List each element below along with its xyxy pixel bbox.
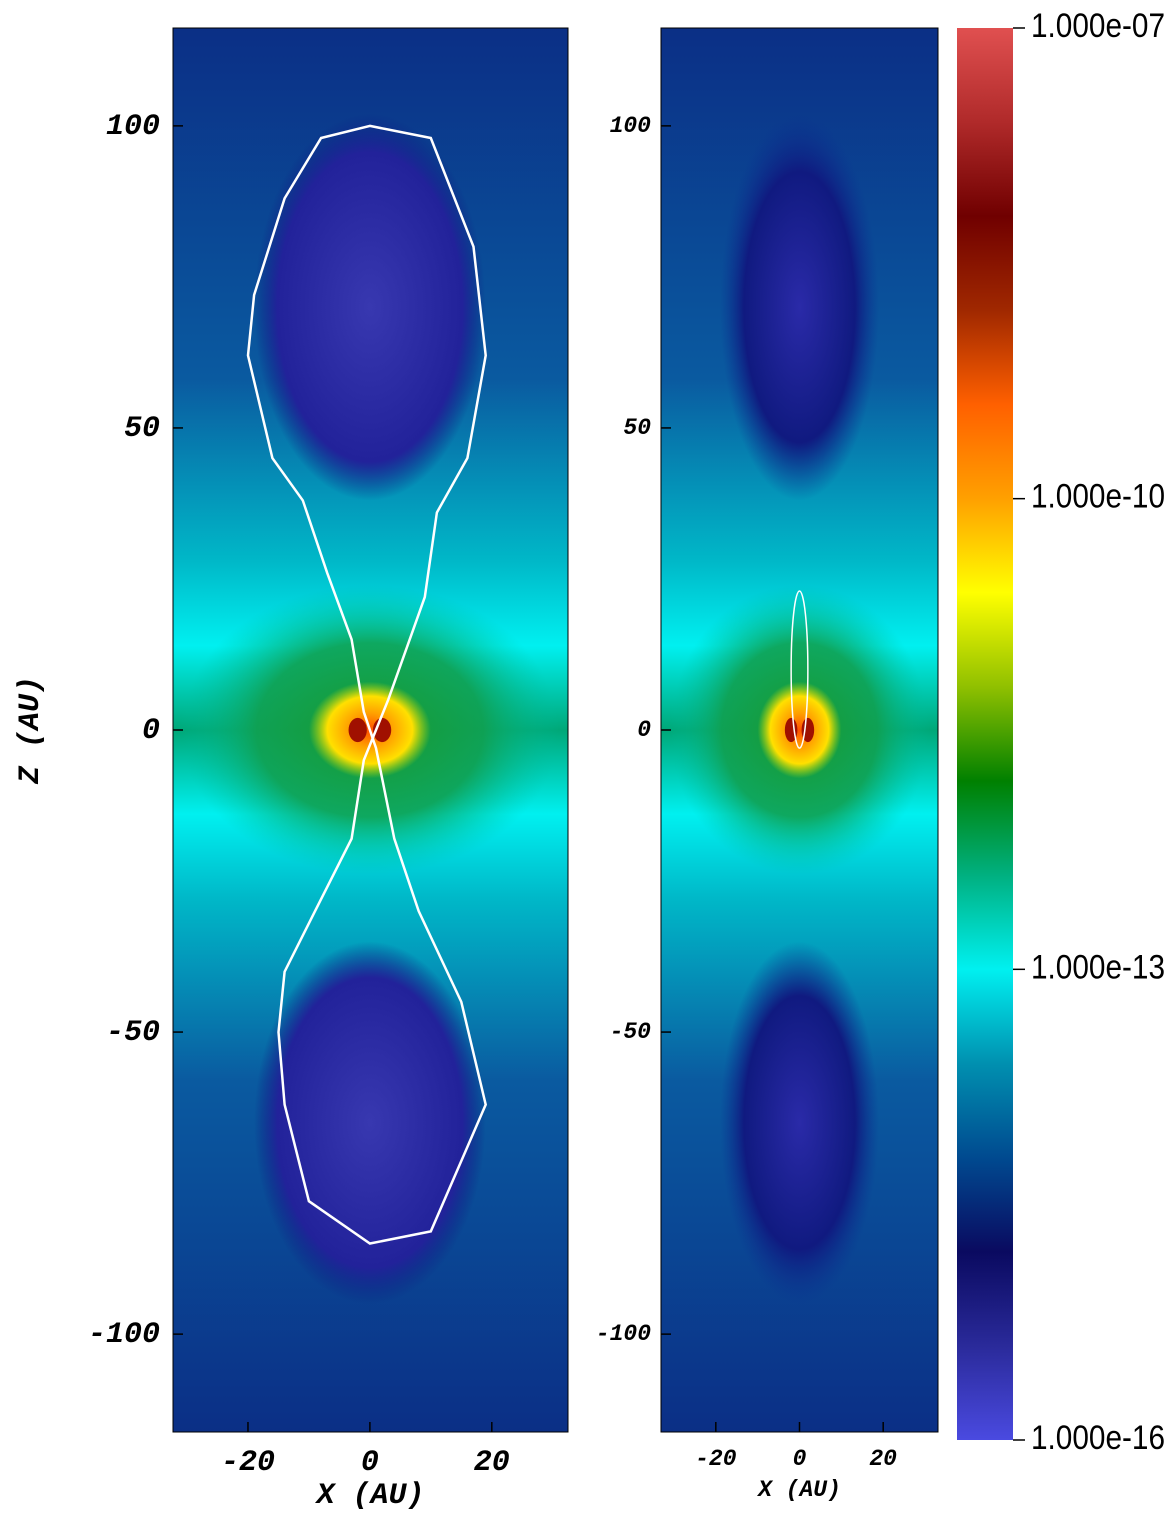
y-tick-label: 50 [124, 412, 160, 446]
y-tick-label: 100 [106, 110, 160, 144]
outflow-lobe [719, 113, 880, 501]
x-tick-label: 0 [793, 1446, 807, 1472]
y-axis-label: Z (AU) [14, 676, 48, 785]
x-tick-label: -20 [221, 1446, 275, 1480]
core [757, 681, 842, 779]
x-axis-label: X (AU) [314, 1479, 424, 1513]
center [348, 717, 367, 743]
center [784, 717, 798, 743]
density-slice [172, 27, 569, 1433]
density-slice [660, 27, 939, 1433]
contour [246, 124, 488, 1245]
x-tick-label: 0 [361, 1446, 379, 1480]
y-tick-label: -100 [88, 1318, 160, 1352]
outflow-lobe [254, 113, 486, 501]
colorbar-tick-label: 1.000e-10 [1031, 478, 1165, 516]
colorbar-tick-label: 1.000e-07 [1031, 7, 1165, 45]
y-tick-label: -50 [106, 1016, 160, 1050]
center [801, 717, 815, 743]
outflow-lobe [254, 941, 486, 1304]
outflow-lobe [719, 941, 880, 1304]
x-tick-label: -20 [695, 1446, 737, 1472]
y-tick-label: 50 [623, 415, 651, 441]
x-tick-label: 20 [474, 1446, 510, 1480]
y-tick-label: 0 [637, 717, 651, 743]
y-tick-label: 0 [142, 714, 160, 748]
colorbar-tick-label: 1.000e-13 [1031, 948, 1165, 986]
x-tick-label: 20 [869, 1446, 897, 1472]
y-tick-label: 100 [610, 113, 652, 139]
y-tick-label: -50 [610, 1019, 652, 1045]
contour [790, 590, 809, 749]
x-axis-label: X (AU) [756, 1477, 841, 1503]
y-tick-label: -100 [596, 1321, 651, 1347]
colorbar [957, 28, 1013, 1440]
colorbar-tick-label: 1.000e-16 [1031, 1419, 1165, 1457]
